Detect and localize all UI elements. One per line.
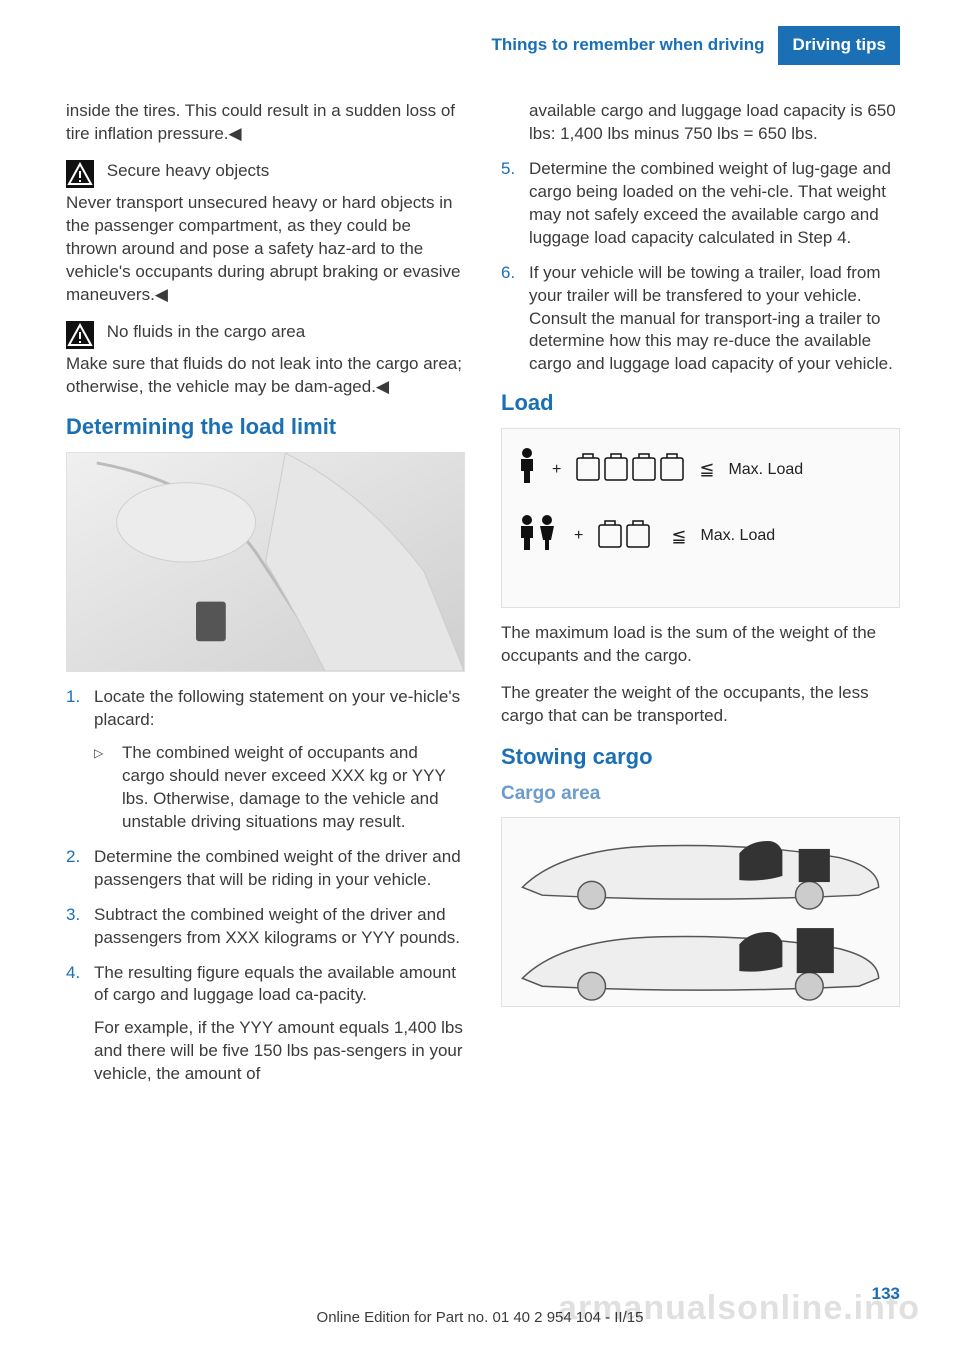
list-item: 2. Determine the combined weight of the … [66,846,465,892]
warning-title: No fluids in the cargo area [107,322,305,341]
sub-bullet: ▷ The combined weight of occupants and c… [94,742,465,834]
list-item: 4. available cargo and luggage load capa… [501,100,900,146]
right-column: 4. available cargo and luggage load capa… [501,100,900,1098]
warning-icon [66,160,94,188]
person-icon [516,447,538,492]
luggage-icon [575,448,685,491]
step-text: Locate the following statement on your v… [94,687,460,729]
load-para-2: The greater the weight of the occupants,… [501,682,900,728]
load-steps-list: 1. Locate the following statement on you… [66,686,465,1086]
header-chapter: Driving tips [778,26,900,65]
sub-bullet-text: The combined weight of occupants and car… [122,742,465,834]
header-section: Things to remember when driving [478,26,779,65]
step-number: 4. [66,962,94,1087]
subheading-cargo-area: Cargo area [501,781,900,807]
luggage-icon [597,515,657,558]
step-number: 3. [66,904,94,950]
warning-body: Never transport unsecured heavy or hard … [66,192,465,307]
step-number: 2. [66,846,94,892]
step-text-cont: available cargo and luggage load capacit… [529,100,900,146]
cargo-area-illustration [501,817,900,1007]
list-item: 3. Subtract the combined weight of the d… [66,904,465,950]
step-number: 6. [501,262,529,377]
heading-load: Load [501,388,900,418]
placard-illustration [66,452,465,672]
step-number: 5. [501,158,529,250]
warning-secure-objects: Secure heavy objects Never transport uns… [66,160,465,307]
step-text: Determine the combined weight of the dri… [94,846,465,892]
max-load-label: Max. Load [700,525,885,547]
warning-icon [66,321,94,349]
triangle-bullet-icon: ▷ [94,742,122,834]
list-item: 5. Determine the combined weight of lug‐… [501,158,900,250]
load-row-2: + ≦ Max. Load [516,514,885,559]
list-item: 4. The resulting figure equals the avail… [66,962,465,1087]
people-icon [516,514,560,559]
left-column: inside the tires. This could result in a… [66,100,465,1098]
list-item: 1. Locate the following statement on you… [66,686,465,834]
load-diagram: + ≦ Max. Load [501,428,900,608]
plus-sign: + [552,459,561,481]
leq-sign: ≦ [699,457,714,481]
heading-stowing: Stowing cargo [501,742,900,772]
leq-sign: ≦ [671,524,686,548]
list-item: 6. If your vehicle will be towing a trai… [501,262,900,377]
warning-body: Make sure that fluids do not leak into t… [66,353,465,399]
load-steps-list-cont: 4. available cargo and luggage load capa… [501,100,900,376]
load-row-1: + ≦ Max. Load [516,447,885,492]
plus-sign: + [574,525,583,547]
step-text: The resulting figure equals the availabl… [94,963,456,1005]
step-example: For example, if the YYY amount equals 1,… [94,1017,465,1086]
footer-line: Online Edition for Part no. 01 40 2 954 … [0,1308,960,1328]
intro-text: inside the tires. This could result in a… [66,100,465,146]
page-number: 133 [872,1283,900,1306]
warning-no-fluids: No fluids in the cargo area Make sure th… [66,321,465,399]
warning-title: Secure heavy objects [107,161,270,180]
heading-load-limit: Determining the load limit [66,412,465,442]
page-header: Things to remember when driving Driving … [478,26,901,65]
step-text: If your vehicle will be towing a trailer… [529,262,900,377]
step-text: Subtract the combined weight of the driv… [94,904,465,950]
content-columns: inside the tires. This could result in a… [66,100,900,1098]
step-number: 1. [66,686,94,834]
max-load-label: Max. Load [728,459,885,481]
load-para-1: The maximum load is the sum of the weigh… [501,622,900,668]
step-text: Determine the combined weight of lug‐gag… [529,158,900,250]
